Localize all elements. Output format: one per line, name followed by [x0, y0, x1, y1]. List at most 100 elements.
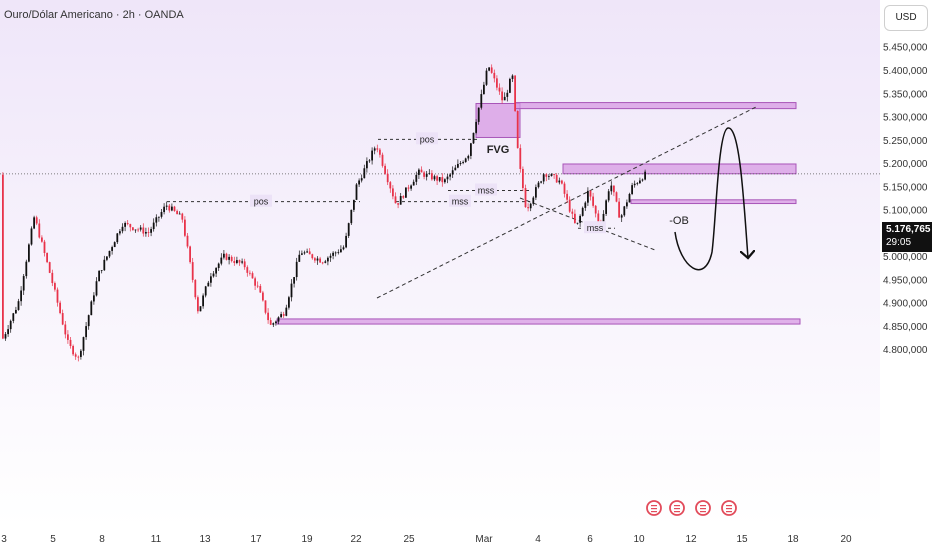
candle-body [90, 301, 93, 316]
candle-body [129, 224, 132, 228]
candle-body [163, 206, 165, 213]
candle-body [139, 227, 142, 230]
candle-body [181, 213, 184, 220]
candle-body [558, 180, 561, 183]
candle-body [607, 191, 610, 201]
candle-body [509, 78, 511, 93]
candle-body [574, 213, 576, 223]
candle-body [132, 227, 134, 231]
candle-body [217, 263, 220, 269]
candle-body [199, 306, 202, 312]
candle-body [394, 196, 397, 204]
x-tick-label: 15 [736, 534, 748, 545]
candle-body [353, 199, 355, 210]
candle-body [579, 215, 581, 223]
y-tick-label: 5.350,000 [883, 89, 928, 100]
candle-body [256, 285, 259, 287]
us-flag-event-icon-stripe [651, 508, 657, 510]
candle-body [550, 174, 553, 176]
candle-body [540, 181, 542, 183]
zone [475, 103, 521, 138]
candle-body [33, 217, 35, 229]
candle-body [95, 281, 98, 296]
candle-body [441, 177, 444, 183]
currency-button[interactable]: USD [884, 5, 928, 31]
candle-body [54, 283, 56, 290]
candle-body [186, 235, 189, 247]
candle-body [142, 227, 145, 234]
candle-body [431, 173, 433, 180]
candle-body [641, 179, 644, 181]
candle-body [462, 162, 464, 164]
candle-body [303, 252, 306, 254]
x-tick-label: 17 [250, 534, 262, 545]
reference-level-label: mss [478, 186, 495, 196]
chart-title: Ouro/Dólar Americano · 2h · OANDA [4, 9, 184, 21]
candle-body [254, 278, 256, 286]
y-tick-label: 5.150,000 [883, 182, 928, 193]
candle-body [444, 179, 446, 183]
candle-body [293, 277, 295, 284]
candle-body [108, 250, 111, 257]
candle-body [155, 217, 158, 223]
y-tick-label: 4.900,000 [883, 299, 928, 310]
candle-body [415, 174, 418, 182]
candle-body [592, 196, 594, 206]
candle-body [165, 205, 168, 207]
candle-body [412, 181, 415, 186]
candle-body [48, 262, 51, 273]
chart-background [0, 0, 880, 528]
candle-body [449, 174, 451, 177]
candle-body [566, 193, 568, 200]
candle-body [410, 185, 412, 189]
x-tick-label: 11 [151, 534, 162, 545]
candle-body [25, 261, 28, 277]
candle-body [477, 107, 480, 122]
candle-body [124, 222, 126, 227]
candle-body [594, 205, 597, 214]
candle-body [311, 254, 314, 259]
candle-body [233, 261, 236, 263]
candle-body [381, 154, 384, 166]
candle-body [514, 75, 516, 112]
candle-body [145, 232, 147, 234]
candle-body [524, 188, 527, 208]
candle-body [371, 150, 373, 161]
candle-body [561, 180, 563, 184]
x-tick-label: 3 [1, 534, 7, 545]
candle-body [243, 261, 246, 268]
candle-body [602, 213, 605, 229]
candle-body [480, 94, 483, 108]
candle-body [420, 169, 423, 173]
candle-body [350, 209, 353, 224]
candle-body [472, 132, 475, 144]
candle-body [319, 258, 321, 263]
candle-body [238, 260, 241, 263]
candle-body [134, 229, 137, 231]
candle-body [358, 180, 360, 185]
candle-body [30, 228, 33, 245]
candle-body [51, 272, 54, 284]
reference-label-bg [475, 183, 497, 196]
candle-body [277, 317, 280, 322]
candle-body [631, 185, 633, 195]
candle-body [340, 249, 342, 253]
candle-body [264, 300, 267, 313]
y-tick-label: 4.950,000 [883, 275, 928, 286]
candle-body [314, 258, 316, 261]
candle-body [628, 194, 631, 203]
candle-body [194, 279, 197, 298]
zone [630, 199, 797, 205]
candle-body [433, 176, 436, 180]
candle-body [363, 168, 366, 179]
candle-body [384, 165, 386, 174]
reference-label-bg [449, 194, 471, 207]
candle-body [295, 261, 298, 278]
candle-body [72, 345, 74, 355]
zone-label-fvg: FVG [487, 144, 510, 156]
reference-label-bg [416, 132, 438, 145]
candle-body [329, 255, 332, 258]
candle-body [626, 202, 628, 207]
candle-body [639, 180, 641, 184]
